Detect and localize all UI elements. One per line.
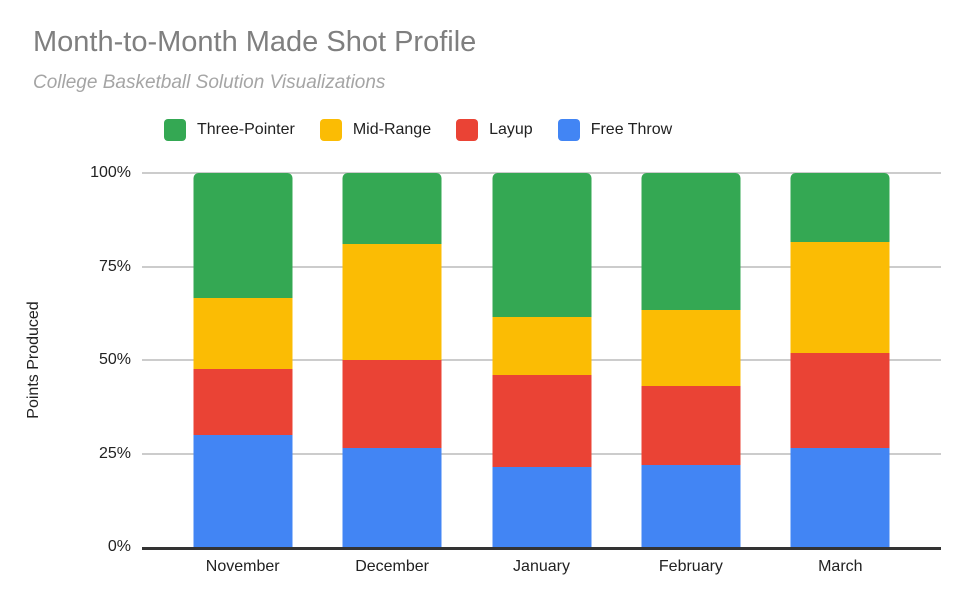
bar-segment-mid-range[interactable] xyxy=(641,309,741,387)
bar-segment-mid-range[interactable] xyxy=(342,244,442,360)
bar-segment-free-throw[interactable] xyxy=(342,447,442,547)
bar-segment-free-throw[interactable] xyxy=(193,434,293,547)
x-axis-label: March xyxy=(818,558,863,575)
bar-segment-mid-range[interactable] xyxy=(790,242,890,353)
legend-item-label: Free Throw xyxy=(590,121,673,138)
x-axis-label: November xyxy=(205,558,280,575)
bar-segment-three-pointer[interactable] xyxy=(492,173,592,317)
legend-item-layup[interactable]: Layup xyxy=(456,119,533,141)
x-axis-baseline xyxy=(142,547,941,550)
legend-item-label: Three-Pointer xyxy=(197,121,295,138)
y-tick-label: 50% xyxy=(98,351,131,368)
bar-segment-layup[interactable] xyxy=(492,374,592,467)
legend-swatch-icon xyxy=(319,119,342,141)
category-band-january: January xyxy=(467,173,616,575)
bar-segment-mid-range[interactable] xyxy=(492,316,592,375)
legend-item-three-pointer[interactable]: Three-Pointer xyxy=(164,119,295,141)
legend-swatch-icon xyxy=(557,119,580,141)
stacked-bar-november xyxy=(193,173,293,547)
x-axis-label: February xyxy=(658,558,723,575)
stacked-bar-march xyxy=(790,173,890,547)
category-band-february: February xyxy=(616,173,765,575)
bar-segment-free-throw[interactable] xyxy=(492,466,592,547)
legend: Three-Pointer Mid-Range Layup Free Throw xyxy=(164,108,672,152)
stacked-bar-december xyxy=(342,173,442,547)
category-band-december: December xyxy=(317,173,466,575)
bar-segment-three-pointer[interactable] xyxy=(342,173,442,245)
x-axis-label: December xyxy=(355,558,430,575)
x-axis-label: January xyxy=(513,558,570,575)
y-tick-label: 25% xyxy=(98,444,131,462)
y-tick-label: 100% xyxy=(90,164,131,181)
chart-subtitle: College Basketball Solution Visualizatio… xyxy=(33,72,386,93)
y-tick-label: 75% xyxy=(98,257,131,275)
y-tick-label: 0% xyxy=(107,538,131,555)
stacked-bar-january xyxy=(492,173,592,547)
bar-segment-free-throw[interactable] xyxy=(641,464,741,547)
bar-segment-free-throw[interactable] xyxy=(790,447,890,547)
bar-segment-layup[interactable] xyxy=(641,386,741,465)
legend-swatch-icon xyxy=(164,119,186,141)
legend-item-label: Layup xyxy=(489,121,533,138)
chart-title: Month-to-Month Made Shot Profile xyxy=(33,26,477,58)
bar-segment-layup[interactable] xyxy=(790,352,890,448)
bar-segment-layup[interactable] xyxy=(193,369,293,435)
y-axis-tick-labels: 0% 25% 50% 75% 100% xyxy=(0,164,131,555)
stacked-bar-february xyxy=(641,173,741,547)
legend-item-label: Mid-Range xyxy=(352,121,432,138)
category-band-november: November xyxy=(168,173,317,575)
bar-segment-three-pointer[interactable] xyxy=(790,173,890,243)
bar-segment-three-pointer[interactable] xyxy=(193,173,293,299)
legend-item-mid-range[interactable]: Mid-Range xyxy=(319,119,432,141)
legend-swatch-icon xyxy=(456,119,479,141)
bar-segment-layup[interactable] xyxy=(342,359,442,448)
bar-segment-three-pointer[interactable] xyxy=(641,173,741,310)
category-band-march: March xyxy=(766,173,915,575)
legend-item-free-throw[interactable]: Free Throw xyxy=(557,119,673,141)
bar-segment-mid-range[interactable] xyxy=(193,298,293,370)
plot-area: November December January February March xyxy=(142,172,941,575)
bars-container: November December January February March xyxy=(168,173,915,575)
